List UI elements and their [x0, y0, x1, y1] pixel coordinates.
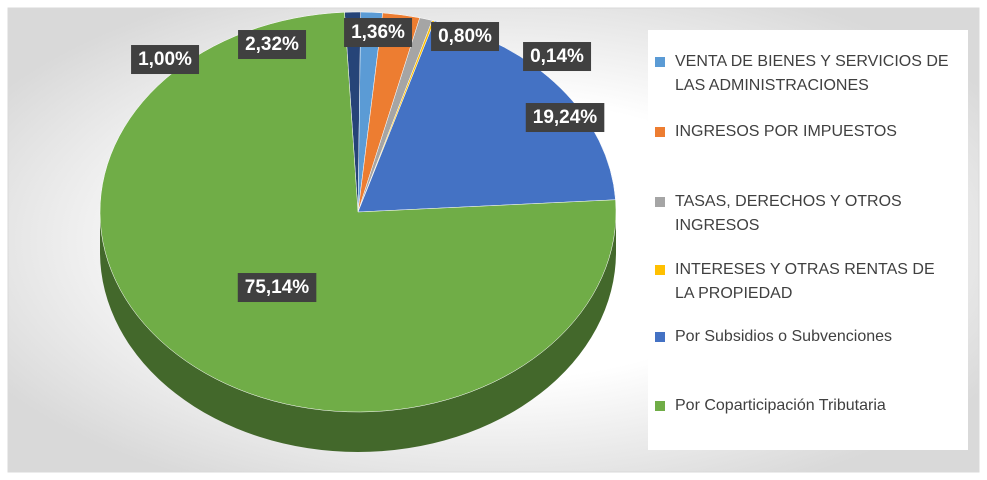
legend-label: INTERESES Y OTRAS RENTAS DE LA PROPIEDAD: [675, 261, 935, 302]
legend-background: [648, 30, 968, 450]
legend-label: Por Subsidios o Subvenciones: [675, 328, 893, 345]
legend-swatch: [655, 197, 665, 207]
slice-side: [100, 212, 616, 452]
legend-item: VENTA DE BIENES Y SERVICIOS DE LAS ADMIN…: [655, 50, 955, 98]
legend-item: Por Subsidios o Subvenciones: [655, 325, 955, 349]
value-label: 0,14%: [530, 46, 584, 67]
legend-swatch: [655, 265, 665, 275]
value-label-box: [431, 22, 500, 52]
value-label: 19,24%: [533, 107, 598, 128]
legend-label: TASAS, DERECHOS Y OTROS INGRESOS: [675, 193, 902, 234]
value-label-box: [131, 45, 200, 75]
legend-item: TASAS, DERECHOS Y OTROS INGRESOS: [655, 190, 955, 238]
value-label-box: [523, 42, 592, 72]
legend-item: INGRESOS POR IMPUESTOS: [655, 120, 955, 144]
value-label-box: [525, 103, 605, 133]
value-label-box: [344, 18, 413, 48]
legend-swatch: [655, 127, 665, 137]
legend-swatch: [655, 57, 665, 67]
value-label: 0,80%: [438, 26, 492, 47]
legend-label: Por Coparticipación Tributaria: [675, 397, 886, 414]
value-label: 1,36%: [351, 22, 405, 43]
value-label: 1,00%: [138, 49, 192, 70]
legend-label: INGRESOS POR IMPUESTOS: [675, 123, 897, 140]
legend-swatch: [655, 332, 665, 342]
value-label-box: [237, 273, 317, 303]
legend-label: VENTA DE BIENES Y SERVICIOS DE LAS ADMIN…: [675, 53, 949, 94]
legend-item: Por Coparticipación Tributaria: [655, 394, 955, 418]
value-label: 2,32%: [245, 34, 299, 55]
legend-swatch: [655, 401, 665, 411]
legend-item: INTERESES Y OTRAS RENTAS DE LA PROPIEDAD: [655, 258, 955, 306]
pie: 1,00% 1,36% 2,32% 0,80% 0,14% 19,24% 75,14%: [99, 11, 617, 452]
value-label-box: [238, 30, 307, 60]
value-label: 75,14%: [245, 277, 310, 298]
